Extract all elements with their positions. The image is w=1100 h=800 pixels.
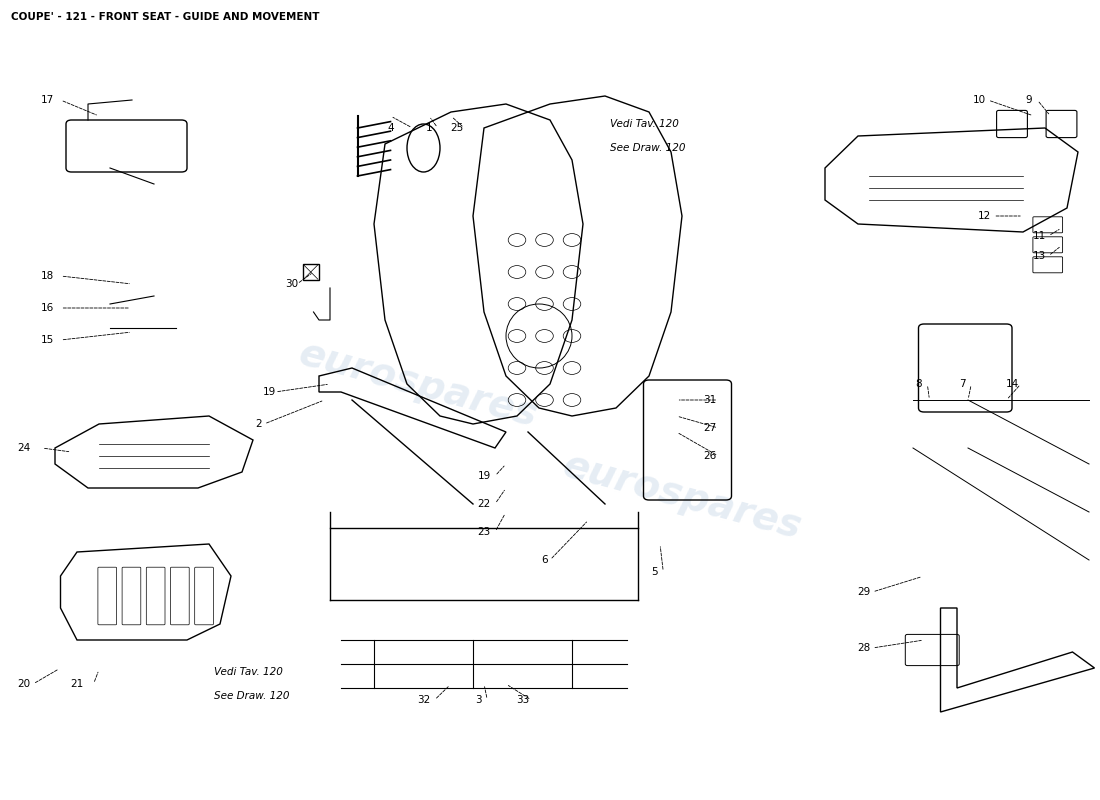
- Text: 22: 22: [477, 499, 491, 509]
- Text: 14: 14: [1005, 379, 1019, 389]
- Text: 31: 31: [703, 395, 716, 405]
- Text: 1: 1: [426, 123, 432, 133]
- Text: 28: 28: [857, 643, 870, 653]
- Text: 13: 13: [1033, 251, 1046, 261]
- Text: 25: 25: [450, 123, 463, 133]
- Text: COUPE' - 121 - FRONT SEAT - GUIDE AND MOVEMENT: COUPE' - 121 - FRONT SEAT - GUIDE AND MO…: [11, 12, 319, 22]
- Text: 23: 23: [477, 527, 491, 537]
- Text: 19: 19: [263, 387, 276, 397]
- Text: 15: 15: [41, 335, 54, 345]
- Text: 6: 6: [541, 555, 548, 565]
- Text: 18: 18: [41, 271, 54, 281]
- Text: 29: 29: [857, 587, 870, 597]
- Text: 19: 19: [477, 471, 491, 481]
- Text: 9: 9: [1025, 95, 1032, 105]
- Text: 24: 24: [18, 443, 31, 453]
- Text: 12: 12: [978, 211, 991, 221]
- Text: 32: 32: [417, 695, 430, 705]
- Text: eurospares: eurospares: [295, 334, 541, 434]
- Text: 7: 7: [959, 379, 966, 389]
- Text: 20: 20: [18, 679, 31, 689]
- Text: 33: 33: [516, 695, 529, 705]
- Text: 2: 2: [255, 419, 262, 429]
- Text: eurospares: eurospares: [559, 446, 805, 546]
- Text: 5: 5: [651, 567, 658, 577]
- Text: 3: 3: [475, 695, 482, 705]
- Text: 11: 11: [1033, 231, 1046, 241]
- Text: See Draw. 120: See Draw. 120: [610, 143, 686, 153]
- Text: 17: 17: [41, 95, 54, 105]
- Text: 26: 26: [703, 451, 716, 461]
- Text: Vedi Tav. 120: Vedi Tav. 120: [214, 667, 284, 677]
- Text: 30: 30: [285, 279, 298, 289]
- Text: 10: 10: [972, 95, 986, 105]
- Text: 21: 21: [70, 679, 84, 689]
- Text: 16: 16: [41, 303, 54, 313]
- Text: Vedi Tav. 120: Vedi Tav. 120: [610, 119, 680, 129]
- Text: 4: 4: [387, 123, 394, 133]
- Text: 8: 8: [915, 379, 922, 389]
- Text: 27: 27: [703, 423, 716, 433]
- Text: See Draw. 120: See Draw. 120: [214, 691, 290, 701]
